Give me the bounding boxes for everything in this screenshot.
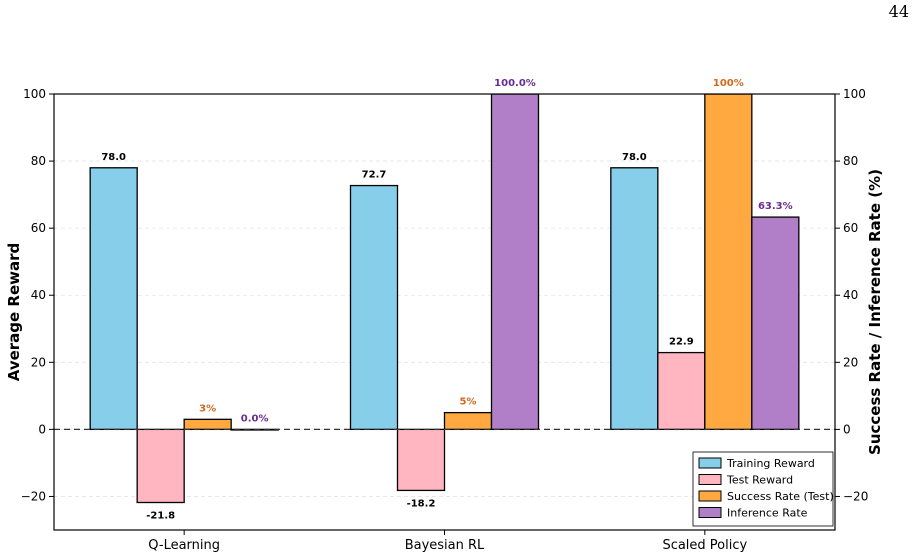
bar: [443, 411, 493, 431]
legend-label: Training Reward: [726, 457, 815, 470]
data-label: -18.2: [407, 498, 436, 509]
legend-label: Success Rate (Test): [727, 490, 834, 503]
data-labels: 78.0 -21.8 3% 0.0% 72.7 -18.2 5% 100.0% 78.0 22.9…: [101, 78, 792, 521]
y-tick-label-left: −20: [21, 489, 46, 503]
data-label: 0.0%: [241, 413, 269, 424]
data-label: 78.0: [622, 152, 647, 163]
y-tick-label-left: 80: [31, 154, 46, 168]
bar: [751, 216, 800, 431]
legend: Training Reward Test Reward Success Rate (…: [692, 451, 834, 527]
legend-swatch: [698, 507, 722, 518]
legend-label: Test Reward: [726, 474, 793, 487]
bar: [396, 428, 446, 492]
y-tick-label-right: 100: [843, 87, 866, 101]
bar: [610, 167, 659, 431]
data-label: 5%: [460, 397, 477, 408]
data-label: 100%: [713, 78, 744, 89]
legend-swatch: [698, 490, 722, 502]
data-label: 63.3%: [758, 201, 793, 212]
data-label: 72.7: [362, 170, 387, 181]
legend-swatch: [698, 457, 722, 469]
y-tick-label-right: 80: [843, 154, 858, 168]
data-label: 100.0%: [494, 78, 536, 89]
bar: [136, 428, 185, 504]
bar: [657, 351, 706, 431]
y-tick-label-left: 100: [23, 87, 46, 101]
data-label: -21.8: [146, 510, 175, 521]
y-tick-label-right: 0: [843, 422, 851, 436]
x-tick-label: Q-Learning: [148, 538, 220, 553]
y-tick-label-right: 20: [843, 355, 858, 369]
data-label: 78.0: [101, 152, 126, 163]
data-label: 22.9: [669, 337, 694, 348]
bar: [349, 184, 399, 431]
y-tick-label-left: 0: [38, 422, 46, 436]
y-tick-label-right: −20: [843, 489, 868, 503]
data-label: 3%: [199, 403, 216, 414]
bar: [490, 94, 540, 431]
bar: [183, 418, 232, 431]
y-tick-label-left: 20: [31, 355, 46, 369]
y-tick-label-left: 40: [31, 288, 46, 302]
legend-swatch: [698, 474, 722, 485]
y-tick-label-right: 40: [843, 288, 858, 302]
x-tick-label: Bayesian RL: [405, 538, 485, 553]
y-tick-label-left: 60: [31, 221, 46, 235]
bar: [704, 94, 753, 431]
legend-label: Inference Rate: [727, 507, 808, 520]
x-tick-label: Scaled Policy: [662, 538, 747, 553]
y-axis-label-right: Success Rate / Inference Rate (%): [866, 169, 884, 455]
bar: [89, 167, 138, 431]
y-axis-label-left: Average Reward: [5, 243, 23, 382]
page-number: 44: [888, 2, 909, 21]
axis-ticks: −20 0 20 40 60 80 100 −20 0 20 40 60 80 100 Q-Learning…: [21, 87, 869, 553]
y-tick-label-right: 60: [843, 221, 858, 235]
bars: [89, 94, 800, 504]
